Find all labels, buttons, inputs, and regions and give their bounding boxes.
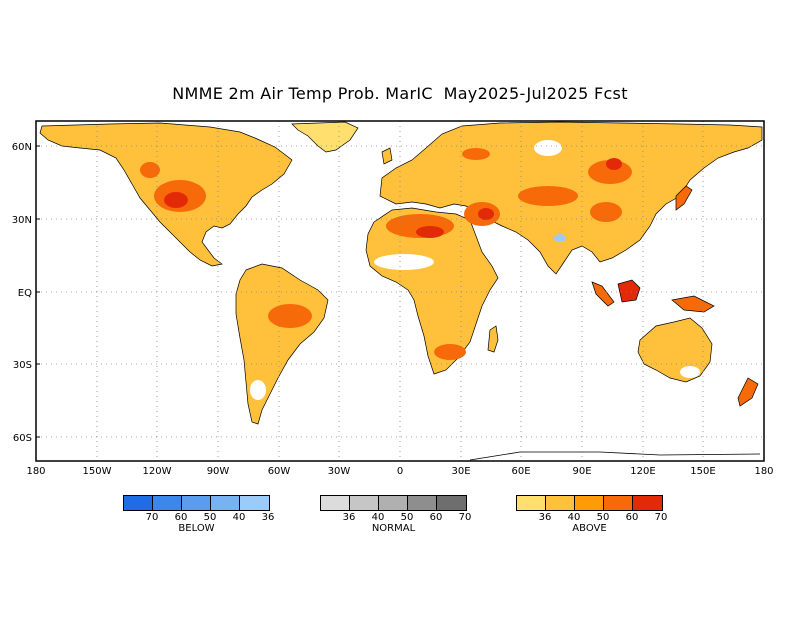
madagascar-shading: [487, 325, 499, 353]
legend-swatch: [211, 496, 240, 510]
latitude-labels: 60N 30N EQ 30S 60S: [12, 142, 32, 444]
new-guinea-shading: [671, 295, 715, 313]
legend-tick: 70: [458, 512, 472, 523]
map-title: NMME 2m Air Temp Prob. MarIC May2025-Jul…: [172, 84, 628, 103]
legend-above: 36 40 50 60 70 ABOVE: [516, 495, 667, 534]
lat-label: 30S: [13, 360, 32, 371]
legend-swatch: [517, 496, 546, 510]
lat-label: 60N: [12, 142, 32, 153]
lat-label: 60S: [13, 433, 32, 444]
lon-label: 180: [26, 466, 45, 477]
legend-caption: NORMAL: [371, 523, 416, 534]
new-zealand-shading: [737, 377, 759, 407]
legend-tick: 50: [596, 512, 610, 523]
legend-caption: ABOVE: [572, 523, 607, 534]
sumatra-shading: [591, 281, 615, 307]
lon-label: 180: [754, 466, 773, 477]
legend-tick: 50: [400, 512, 414, 523]
legend-tick: 60: [625, 512, 639, 523]
japan-shading: [675, 185, 693, 211]
legend-tick: 60: [429, 512, 443, 523]
legend-swatch: [546, 496, 575, 510]
lon-label: 90W: [207, 466, 230, 477]
lon-label: 60E: [511, 466, 530, 477]
legend-swatch: [124, 496, 153, 510]
legend-tick: 50: [203, 512, 217, 523]
lon-label: 90E: [572, 466, 591, 477]
antarctica-coast: [469, 451, 761, 461]
lon-label: 30W: [328, 466, 351, 477]
legend-caption: BELOW: [178, 523, 215, 534]
lon-label: 0: [397, 466, 403, 477]
legend-swatch: [575, 496, 604, 510]
legend-tick: 36: [538, 512, 552, 523]
legend-above-colorbar: [516, 495, 663, 511]
australia-shading: [637, 317, 713, 383]
lon-label: 30E: [451, 466, 470, 477]
lon-label: 60W: [268, 466, 291, 477]
legend-below: 70 60 50 40 36 BELOW: [123, 495, 274, 534]
lat-label: EQ: [18, 288, 32, 299]
legend-tick: 40: [371, 512, 385, 523]
longitude-labels: 180 150W 120W 90W 60W 30W 0 30E 60E 90E …: [26, 466, 773, 477]
legend-normal: 36 40 50 60 70 NORMAL: [320, 495, 471, 534]
legend-below-colorbar: [123, 495, 270, 511]
legend-tick: 36: [261, 512, 275, 523]
legend-swatch: [153, 496, 182, 510]
lat-label: 30N: [12, 215, 32, 226]
land-no-signal-areas: [250, 140, 700, 400]
legend-tick: 70: [654, 512, 668, 523]
legend-swatch: [408, 496, 437, 510]
borneo-shading: [617, 279, 641, 303]
lon-label: 120E: [630, 466, 655, 477]
legend-tick: 40: [232, 512, 246, 523]
legend-tick: 70: [145, 512, 159, 523]
lon-label: 120W: [143, 466, 172, 477]
legend-swatch: [240, 496, 269, 510]
legend-normal-colorbar: [320, 495, 467, 511]
legend-tick: 60: [174, 512, 188, 523]
uk-shading: [381, 147, 393, 165]
legend-swatch: [350, 496, 379, 510]
greenland-shading: [291, 121, 359, 153]
legend-swatch: [182, 496, 211, 510]
legend-tick: 36: [342, 512, 356, 523]
legend-swatch: [379, 496, 408, 510]
legend-swatch: [437, 496, 466, 510]
legend-swatch: [633, 496, 662, 510]
legend-swatch: [321, 496, 350, 510]
gridlines: [36, 121, 764, 461]
lon-label: 150E: [690, 466, 715, 477]
legend-tick: 40: [567, 512, 581, 523]
lon-label: 150W: [83, 466, 112, 477]
legend-swatch: [604, 496, 633, 510]
